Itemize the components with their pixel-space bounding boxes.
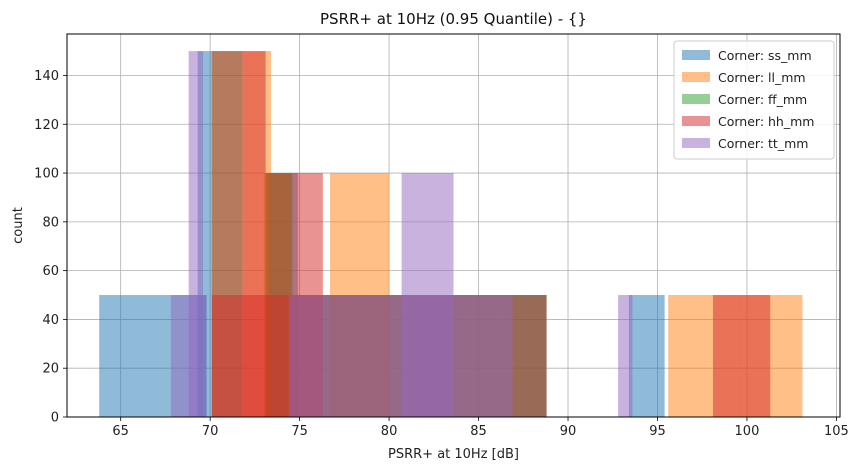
series-corner-tt-mm xyxy=(170,51,633,418)
legend-swatch xyxy=(682,116,710,126)
x-tick-label: 80 xyxy=(381,424,398,439)
y-tick-label: 80 xyxy=(42,215,59,230)
histogram-bar xyxy=(712,295,771,417)
x-tick-label: 85 xyxy=(470,424,487,439)
histogram-bars xyxy=(99,51,803,418)
legend-swatch xyxy=(682,138,710,148)
legend-swatch xyxy=(682,94,710,104)
y-axis-label: count xyxy=(11,207,26,244)
legend: Corner: ss_mm Corner: ll_mm Corner: ff_mm C… xyxy=(673,40,835,160)
y-tick-label: 40 xyxy=(42,313,59,328)
x-tick-label: 70 xyxy=(202,424,219,439)
histogram-bar xyxy=(628,295,665,417)
x-tick-label: 75 xyxy=(291,424,308,439)
y-tick-label: 20 xyxy=(42,362,59,377)
y-tick-label: 140 xyxy=(34,69,59,84)
legend-label: Corner: ff_mm xyxy=(718,92,807,107)
y-tick-label: 60 xyxy=(42,264,59,279)
chart-title: PSRR+ at 10Hz (0.95 Quantile) - {} xyxy=(320,10,587,28)
plot-frame xyxy=(66,33,841,418)
x-tick-label: 90 xyxy=(560,424,577,439)
y-tick-label: 120 xyxy=(34,118,59,133)
x-tick-label: 100 xyxy=(735,424,760,439)
x-tick-label: 65 xyxy=(112,424,129,439)
legend-label: Corner: tt_mm xyxy=(718,136,808,151)
legend-label: Corner: ll_mm xyxy=(718,70,806,85)
x-axis-label: PSRR+ at 10Hz [dB] xyxy=(388,447,519,462)
legend-swatch xyxy=(682,72,710,82)
legend-swatch xyxy=(682,50,710,60)
histogram-bar xyxy=(618,295,633,417)
x-tick-label: 95 xyxy=(649,424,666,439)
histogram-bar xyxy=(134,295,171,417)
histogram-bar xyxy=(170,295,207,417)
histogram-bar xyxy=(288,295,513,417)
legend-box xyxy=(673,40,835,160)
histogram-bar xyxy=(99,295,135,417)
legend-label: Corner: hh_mm xyxy=(718,114,814,129)
axis-ticks: 65 70 75 80 85 90 95 100 105 0 20 40 60 80 100 120 140 xyxy=(34,69,849,439)
legend-label: Corner: ss_mm xyxy=(718,48,812,63)
y-tick-label: 0 xyxy=(51,411,59,426)
x-tick-label: 105 xyxy=(824,424,849,439)
y-tick-label: 100 xyxy=(34,167,59,182)
